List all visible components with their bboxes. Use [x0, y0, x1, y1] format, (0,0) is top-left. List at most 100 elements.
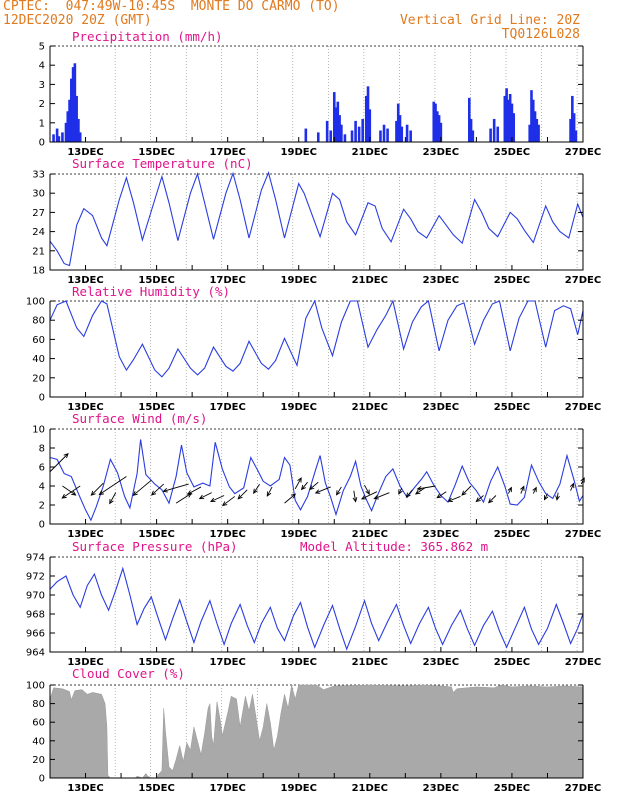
- x-tick-label: 13DEC: [67, 402, 103, 413]
- y-tick-label: 80: [32, 316, 45, 327]
- precip-bar: [571, 95, 574, 142]
- wind-vector: [109, 492, 117, 504]
- wind-vector-head: [580, 477, 585, 483]
- precip-bar: [533, 111, 537, 142]
- precip-bar: [531, 99, 535, 142]
- y-tick-label: 24: [32, 227, 45, 238]
- precip-bar: [329, 130, 333, 142]
- precip-bar: [364, 95, 368, 142]
- wind-vector-head: [360, 495, 367, 500]
- wind-vector-head: [186, 490, 193, 495]
- wind-vector: [266, 486, 273, 497]
- y-tick-label: 30: [32, 189, 45, 200]
- wind-vector: [406, 489, 413, 498]
- precip-bar: [316, 132, 320, 142]
- wind-vector-head: [416, 486, 422, 491]
- x-tick-label: 23DEC: [423, 657, 459, 668]
- x-tick-label: 17DEC: [209, 783, 245, 794]
- x-tick-label: 25DEC: [494, 275, 530, 286]
- wind-vector-head: [352, 497, 358, 503]
- precip-bar: [572, 113, 576, 142]
- wind-vector-head: [461, 490, 467, 496]
- x-tick-label: 19DEC: [281, 657, 317, 668]
- wind-vector-head: [266, 491, 272, 497]
- y-tick-label: 0: [39, 520, 45, 531]
- wind-vector: [62, 485, 76, 496]
- wind-vector: [544, 493, 548, 500]
- wind-vector-head: [336, 490, 341, 496]
- precip-bar: [469, 118, 473, 142]
- precip-bar: [55, 128, 59, 142]
- y-tick-label: 21: [32, 246, 45, 257]
- wind-vector: [309, 481, 319, 490]
- x-tick-label: 27DEC: [565, 783, 601, 794]
- y-tick-label: 964: [26, 648, 45, 659]
- precip-bar: [77, 118, 80, 142]
- wind-vector: [361, 491, 378, 500]
- x-tick-label: 23DEC: [423, 529, 459, 540]
- precip-bar: [496, 126, 500, 142]
- wind-vector: [532, 487, 537, 494]
- wind-vector-head: [71, 490, 77, 496]
- wind-vector-head: [544, 495, 549, 501]
- precip-bar: [304, 128, 308, 142]
- x-tick-label: 17DEC: [209, 529, 245, 540]
- precip-bar: [528, 124, 531, 142]
- wind-vector-head: [488, 498, 494, 504]
- precip-bar: [70, 78, 73, 142]
- precip-bar: [57, 136, 61, 142]
- wind-vector-head: [436, 493, 442, 499]
- wind-vector-head: [569, 482, 575, 489]
- precip-bar: [73, 63, 77, 142]
- precip-bar: [437, 115, 441, 142]
- precip-bar: [505, 88, 508, 142]
- wind-vector-head: [555, 495, 560, 501]
- wind-vector-head: [63, 453, 69, 459]
- wind-vector-head: [90, 490, 96, 496]
- x-tick-label: 17DEC: [209, 147, 245, 158]
- precip-bar: [512, 113, 516, 142]
- precip-bar: [395, 120, 398, 142]
- wind-vector: [99, 476, 127, 495]
- y-tick-label: 972: [26, 572, 45, 583]
- wind-vector: [90, 482, 104, 496]
- x-tick-label: 21DEC: [352, 147, 388, 158]
- panel-2: 18 21 24 27 30 33 13DEC 15DEC 17DEC 19DEC 21DEC 23D…: [32, 156, 601, 286]
- x-tick-label: 23DEC: [423, 147, 459, 158]
- precip-bar: [332, 92, 336, 142]
- header-grid-line: Vertical Grid Line: 20Z: [399, 13, 580, 28]
- precip-bar: [530, 90, 533, 142]
- header-station: CPTEC: 047:49W-10:45S MONTE DO CARMO (TO…: [3, 0, 340, 14]
- wind-vector-head: [373, 495, 379, 500]
- precip-bar: [52, 134, 55, 142]
- wind-vector-head: [209, 497, 216, 503]
- x-tick-label: 15DEC: [138, 275, 174, 286]
- precip-bar: [366, 86, 370, 142]
- precip-bar: [436, 111, 439, 142]
- wind-vector: [49, 453, 69, 473]
- precip-bar: [398, 115, 402, 142]
- x-tick-label: 15DEC: [138, 147, 174, 158]
- precip-bar: [68, 99, 71, 142]
- x-tick-label: 19DEC: [281, 783, 317, 794]
- y-tick-label: 18: [32, 266, 45, 277]
- wind-vector: [210, 495, 225, 502]
- panel-title: Surface Pressure (hPa): [72, 539, 238, 554]
- x-tick-label: 15DEC: [138, 402, 174, 413]
- wind-vector: [163, 483, 189, 492]
- y-tick-label: 3: [39, 80, 45, 91]
- y-tick-label: 0: [39, 393, 45, 404]
- wind-vector-head: [475, 497, 481, 503]
- x-tick-label: 19DEC: [281, 402, 317, 413]
- x-tick-label: 15DEC: [138, 783, 174, 794]
- x-tick-label: 23DEC: [423, 783, 459, 794]
- wind-vector-head: [300, 484, 306, 491]
- precip-bar: [405, 124, 409, 142]
- wind-vector: [284, 493, 296, 504]
- precip-bar: [434, 103, 437, 142]
- x-tick-label: 19DEC: [281, 529, 317, 540]
- wind-vector: [436, 491, 447, 499]
- wind-vector: [556, 492, 559, 500]
- y-tick-label: 966: [26, 629, 45, 640]
- wind-vector: [175, 493, 192, 504]
